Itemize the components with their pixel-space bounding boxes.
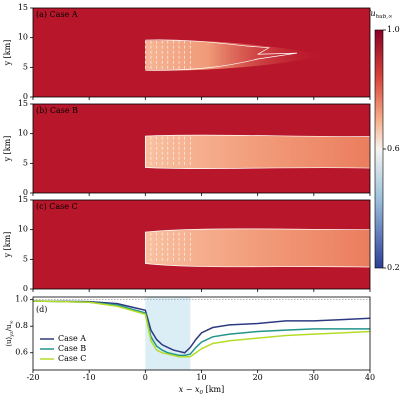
label-part: ∞ bbox=[9, 320, 15, 324]
x-tick-label: -10 bbox=[83, 373, 96, 382]
x-tick-label: 30 bbox=[309, 373, 319, 382]
y-tick-label: 0.6 bbox=[15, 348, 28, 357]
colorbar-tick-label: 1.0 bbox=[387, 25, 400, 34]
y-tick-label: 0.8 bbox=[15, 321, 28, 330]
label-part: hub,∞ bbox=[376, 14, 393, 20]
legend-label: Case C bbox=[58, 354, 86, 363]
label-part: ⟨u⟩ bbox=[5, 337, 13, 347]
y-tick-label: 10 bbox=[18, 129, 28, 138]
y-axis-label: ⟨u⟩yz/u∞ bbox=[5, 320, 15, 347]
y-tick-label: 0 bbox=[23, 188, 28, 197]
label-part: [km] bbox=[203, 385, 224, 394]
colorbar-tick-label: 0.2 bbox=[387, 263, 400, 272]
y-axis-label: y [km] bbox=[3, 232, 12, 259]
y-tick-label: 0 bbox=[23, 92, 28, 101]
label-part: x − x bbox=[179, 385, 200, 394]
y-tick-label: 5 bbox=[23, 254, 28, 263]
y-tick-label: 1.0 bbox=[15, 295, 28, 304]
legend-label: Case B bbox=[58, 344, 86, 353]
x-tick-label: 10 bbox=[196, 373, 206, 382]
y-tick-label: 10 bbox=[18, 33, 28, 42]
farm-region bbox=[145, 297, 191, 370]
series-line bbox=[32, 300, 371, 358]
x-tick-label: 20 bbox=[253, 373, 263, 382]
colorbar-scale bbox=[374, 29, 384, 269]
panel-label: (b) Case B bbox=[36, 106, 78, 115]
y-tick-label: 15 bbox=[18, 99, 28, 108]
x-axis-label: x − x0 [km] bbox=[179, 385, 225, 396]
legend-label: Case A bbox=[58, 334, 86, 343]
y-tick-label: 15 bbox=[18, 3, 28, 12]
label-part: 0 bbox=[200, 390, 204, 396]
y-tick-label: 5 bbox=[23, 62, 28, 71]
x-tick-label: 40 bbox=[365, 373, 375, 382]
y-tick-label: 0 bbox=[23, 284, 28, 293]
x-tick-label: 0 bbox=[143, 373, 148, 382]
label-part: yz bbox=[9, 331, 15, 338]
label-part: /u bbox=[5, 324, 13, 331]
panel-label: (a) Case A bbox=[36, 10, 78, 19]
panel-label: (d) bbox=[36, 305, 47, 314]
plot-frame bbox=[32, 296, 371, 371]
y-tick-label: 15 bbox=[18, 195, 28, 204]
x-tick-label: -20 bbox=[27, 373, 40, 382]
panel-label: (c) Case C bbox=[36, 202, 78, 211]
y-tick-label: 5 bbox=[23, 158, 28, 167]
label-part: /u bbox=[367, 9, 376, 18]
contour bbox=[145, 39, 298, 71]
colorbar-tick-label: 0.6 bbox=[387, 144, 400, 153]
y-tick-label: 10 bbox=[18, 225, 28, 234]
y-axis-label: y [km] bbox=[3, 136, 12, 163]
series-line bbox=[32, 300, 371, 354]
y-axis-label: y [km] bbox=[3, 40, 12, 67]
